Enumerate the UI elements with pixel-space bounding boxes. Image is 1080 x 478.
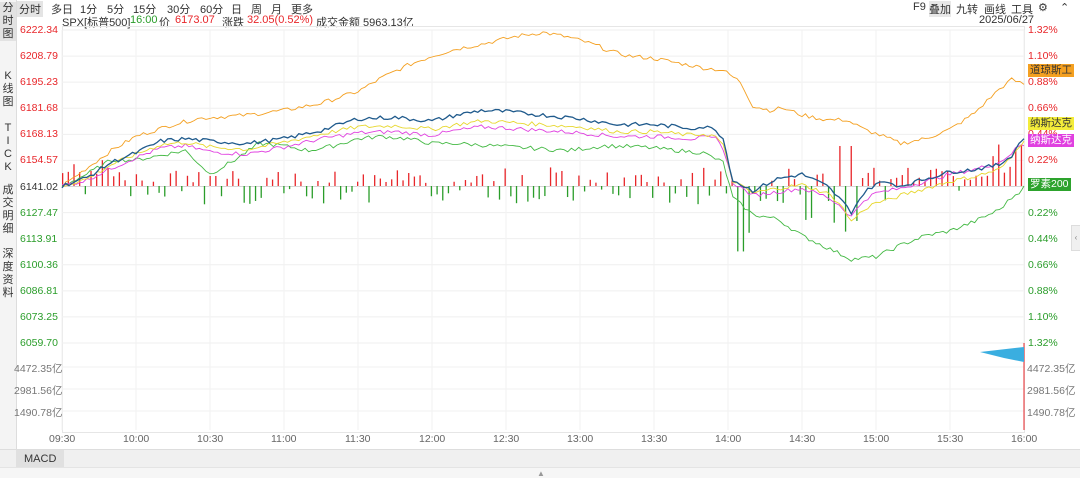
left-tick-label: 6073.25 xyxy=(20,310,58,323)
date-label: 2025/06/27 xyxy=(979,14,1035,26)
time-tick-label: 13:30 xyxy=(641,433,668,445)
period-tab-1[interactable]: 多日 xyxy=(51,4,73,16)
toolbar-tool-3[interactable]: 画线 xyxy=(984,4,1006,16)
series-tag-3: 罗素200 xyxy=(1028,178,1071,191)
series-tag-0: 道琼斯工 xyxy=(1028,64,1074,77)
period-tab-6[interactable]: 60分 xyxy=(200,4,224,16)
right-tick-label: 0.22% xyxy=(1028,206,1058,219)
plot-frame xyxy=(62,26,1025,433)
indicator-tab-macd[interactable]: MACD xyxy=(16,450,65,468)
left-tick-label: 6181.68 xyxy=(20,102,58,115)
time-tick-label: 12:00 xyxy=(419,433,446,445)
right-tick-label: 1.10% xyxy=(1028,310,1058,323)
volume-tick-label: 4472.35亿 xyxy=(1027,363,1076,375)
price-label: 价 xyxy=(159,17,170,29)
time-tick-label: 16:00 xyxy=(1011,433,1038,445)
period-tab-4[interactable]: 15分 xyxy=(133,4,157,16)
right-tick-label: 1.32% xyxy=(1028,337,1058,349)
toolbar-tool-2[interactable]: 九转 xyxy=(956,4,978,16)
series-tag-1: 纳斯达克 xyxy=(1028,117,1074,130)
time-tick-label: 11:30 xyxy=(345,433,371,445)
time-tick-label: 13:00 xyxy=(567,433,594,445)
period-tab-2[interactable]: 1分 xyxy=(80,4,98,16)
left-tick-label: 6086.81 xyxy=(20,284,58,297)
left-tick-label: 6113.91 xyxy=(20,232,58,245)
period-tab-9[interactable]: 月 xyxy=(271,4,282,16)
period-tab-0[interactable]: 分时 xyxy=(17,1,43,17)
time-tick-label: 10:30 xyxy=(197,433,224,445)
volume-tick-label: 1490.78亿 xyxy=(14,407,63,419)
right-tick-label: 0.66% xyxy=(1028,102,1058,115)
toolbar-tool-4[interactable]: 工具 xyxy=(1011,4,1033,16)
right-tick-label: 0.44% xyxy=(1028,232,1058,245)
time-tick-label: 15:30 xyxy=(937,433,964,445)
expand-icon[interactable]: ⌃ xyxy=(1060,2,1070,14)
volume-tick-label: 2981.56亿 xyxy=(1027,385,1076,397)
time-tick-label: 10:00 xyxy=(123,433,150,445)
time-tick-label: 14:30 xyxy=(789,433,816,445)
left-tick-label: 6141.02 xyxy=(20,180,58,193)
indicator-bar: MACD xyxy=(0,449,1080,468)
right-tick-label: 0.88% xyxy=(1028,76,1058,89)
right-tick-label: 1.10% xyxy=(1028,50,1058,63)
right-tick-label: 0.88% xyxy=(1028,284,1058,297)
horizontal-scrollbar[interactable]: ▲ xyxy=(0,467,1080,478)
toolbar-tool-1[interactable]: 叠加 xyxy=(929,1,951,17)
period-tab-5[interactable]: 30分 xyxy=(167,4,191,16)
left-tick-label: 6168.13 xyxy=(20,128,58,141)
toolbar-tool-0[interactable]: F9 xyxy=(913,1,926,13)
sidebar-tab-0[interactable]: 分时图 xyxy=(0,2,16,41)
left-tick-label: 6222.34 xyxy=(20,24,58,36)
time-tick-label: 12:30 xyxy=(493,433,520,445)
left-tick-label: 6195.23 xyxy=(20,76,58,89)
sidebar-tab-4[interactable]: 深度资料 xyxy=(2,248,14,299)
time-tick-label: 14:00 xyxy=(715,433,742,445)
right-tick-label: 0.22% xyxy=(1028,154,1058,167)
left-tick-label: 6208.79 xyxy=(20,50,58,63)
series-tag-2: 纳斯达克 xyxy=(1028,134,1074,147)
left-tick-label: 6100.36 xyxy=(20,258,58,271)
right-tick-label: 0.66% xyxy=(1028,258,1058,271)
price-value: 6173.07 xyxy=(175,14,215,26)
gear-icon[interactable]: ⚙ xyxy=(1038,2,1048,14)
volume-tick-label: 4472.35亿 xyxy=(14,363,63,375)
period-tab-3[interactable]: 5分 xyxy=(107,4,125,16)
scroll-grip-icon: ▲ xyxy=(537,469,545,478)
time-tick-label: 09:30 xyxy=(49,433,76,445)
left-tick-label: 6059.70 xyxy=(20,337,58,349)
left-tick-label: 6127.47 xyxy=(20,206,58,219)
time-tick-label: 11:00 xyxy=(271,433,297,445)
period-tab-10[interactable]: 更多 xyxy=(291,4,313,16)
period-tab-7[interactable]: 日 xyxy=(231,4,242,16)
volume-tick-label: 1490.78亿 xyxy=(1027,407,1076,419)
time-tick-label: 15:00 xyxy=(863,433,890,445)
period-toolbar: 分时 多日 1分 5分 15分 30分 60分日周月更多 xyxy=(17,0,1080,17)
left-tick-label: 6154.57 xyxy=(20,154,58,167)
period-tab-8[interactable]: 周 xyxy=(251,4,262,16)
sidebar-tab-3[interactable]: 成交明细 xyxy=(2,184,14,235)
quote-time: 16:00 xyxy=(130,14,158,26)
collapse-handle[interactable]: ‹ xyxy=(1071,225,1080,251)
right-tick-label: 1.32% xyxy=(1028,24,1058,36)
volume-tick-label: 2981.56亿 xyxy=(14,385,63,397)
change-value: 32.05(0.52%) xyxy=(247,14,314,26)
